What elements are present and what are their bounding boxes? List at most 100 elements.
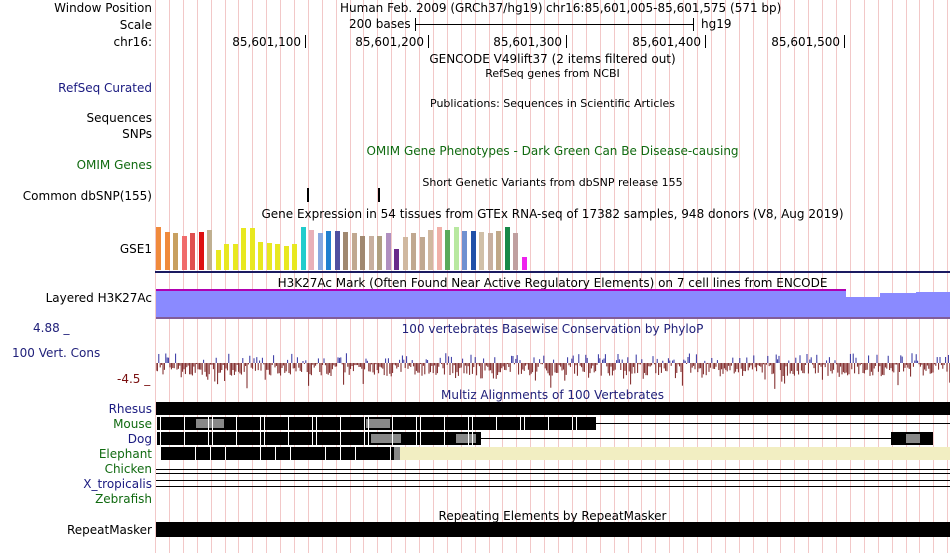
gtex-tissue-bar[interactable] [207,230,212,270]
gtex-tissue-bar[interactable] [428,230,433,270]
gtex-tissue-bar[interactable] [334,231,340,270]
ruler-tick [844,35,845,48]
window-position-label: Window Position [54,1,152,15]
phylop-signal[interactable] [155,336,950,390]
position-readout[interactable]: chr16:85,601,005-85,601,575 (571 bp) [546,1,782,15]
h3k27ac-signal[interactable] [156,289,950,319]
gtex-tissue-bar[interactable] [411,233,416,270]
grid-line [586,0,587,553]
h3k27ac-title: H3K27Ac Mark (Often Found Near Active Re… [277,276,828,290]
dog-alignment-block [156,432,481,445]
gtex-tissue-bar[interactable] [317,233,323,270]
grid-line [489,0,490,553]
phylop-label[interactable]: 100 Vert. Cons [12,346,101,360]
grid-line [669,0,670,553]
dog-mismatch [260,432,261,445]
gtex-tissue-bar[interactable] [385,233,391,270]
gtex-tissue-bar[interactable] [198,232,204,270]
species-label-zebrafish[interactable]: Zebrafish [95,492,152,506]
snp-mark[interactable] [378,188,380,202]
species-label-chicken[interactable]: Chicken [104,462,152,476]
gtex-tissue-bar[interactable] [394,249,399,270]
common-dbsnp-label[interactable]: Common dbSNP(155) [22,189,152,203]
snps-label[interactable]: SNPs [122,127,152,141]
species-label-x_tropicalis[interactable]: X_tropicalis [83,477,152,491]
scale-label: Scale [119,18,152,32]
grid-line [266,0,267,553]
gtex-tissue-bar[interactable] [232,244,238,270]
gtex-tissue-bar[interactable] [513,233,518,270]
grid-line [725,0,726,553]
gtex-tissue-bar[interactable] [292,244,297,270]
gtex-bars[interactable] [156,222,536,270]
gtex-tissue-bar[interactable] [462,231,467,270]
grid-line [711,0,712,553]
gtex-tissue-bar[interactable] [445,230,450,270]
gtex-tissue-bar[interactable] [283,246,289,270]
repeatmasker-label[interactable]: RepeatMasker [66,523,152,537]
omim-genes-label[interactable]: OMIM Genes [76,158,152,172]
dog-mismatch [368,432,369,445]
mouse-mismatch [160,417,161,430]
gtex-tissue-bar[interactable] [241,228,246,270]
gtex-tissue-bar[interactable] [190,233,195,270]
gtex-tissue-bar[interactable] [402,237,408,270]
omim-title: OMIM Gene Phenotypes - Dark Green Can Be… [366,144,739,158]
gtex-tissue-bar[interactable] [173,233,178,270]
mouse-mismatch [264,417,265,430]
gtex-tissue-bar[interactable] [326,231,331,270]
grid-line [419,0,420,553]
grid-line [447,0,448,553]
multiz-alignments[interactable] [156,401,950,503]
gtex-tissue-bar[interactable] [181,236,187,270]
species-label-elephant[interactable]: Elephant [98,447,152,461]
gtex-tissue-bar[interactable] [300,227,306,270]
gtex-tissue-bar[interactable] [453,227,459,270]
gtex-tissue-bar[interactable] [215,250,221,270]
gtex-tissue-bar[interactable] [470,231,476,270]
gtex-tissue-bar[interactable] [487,233,493,270]
mouse-mismatch [364,417,365,430]
ruler-tick [705,35,706,48]
chrom-label: chr16: [113,35,152,49]
dog-mismatch [364,432,365,445]
ruler-tick [566,35,567,48]
gtex-tissue-bar[interactable] [156,227,161,270]
gtex-tissue-bar[interactable] [436,227,442,270]
grid-line [641,0,642,553]
gtex-tissue-bar[interactable] [479,232,484,270]
gtex-tissue-bar[interactable] [275,244,280,270]
gtex-tissue-bar[interactable] [368,236,374,270]
gtex-tissue-bar[interactable] [377,236,382,270]
gtex-tissue-bar[interactable] [224,244,229,270]
gtex-tissue-bar[interactable] [249,228,255,270]
dog-mismatch [472,432,473,445]
gse1-label[interactable]: GSE1 [119,242,152,256]
gtex-tissue-bar[interactable] [164,232,170,270]
gtex-tissue-bar[interactable] [343,232,348,270]
gtex-tissue-bar[interactable] [496,231,501,270]
phylop-max: 4.88 _ [33,321,70,335]
gencode-title: GENCODE V49lift37 (2 items filtered out) [429,52,676,66]
gtex-tissue-bar[interactable] [351,233,357,270]
gtex-tissue-bar[interactable] [504,227,510,270]
gtex-tissue-bar[interactable] [419,237,425,270]
grid-line [252,0,253,553]
dog-mismatch [160,432,161,445]
gtex-tissue-bar[interactable] [360,236,365,270]
refseq-curated-label[interactable]: RefSeq Curated [58,81,152,95]
ruler-tick-label: 85,601,100 [232,35,301,49]
species-label-dog[interactable]: Dog [127,432,152,446]
gtex-tissue-bar[interactable] [266,243,272,270]
grid-line [183,0,184,553]
layered-h3k27ac-label[interactable]: Layered H3K27Ac [45,291,152,305]
species-label-rhesus[interactable]: Rhesus [108,402,152,416]
snp-mark[interactable] [307,188,309,202]
gtex-tissue-bar[interactable] [309,230,314,270]
repeat-element[interactable] [156,522,950,537]
gtex-tissue-bar[interactable] [258,242,263,270]
species-label-mouse[interactable]: Mouse [113,417,152,431]
gtex-tissue-bar[interactable] [521,257,527,270]
grid-line [155,0,156,553]
sequences-label[interactable]: Sequences [86,111,152,125]
